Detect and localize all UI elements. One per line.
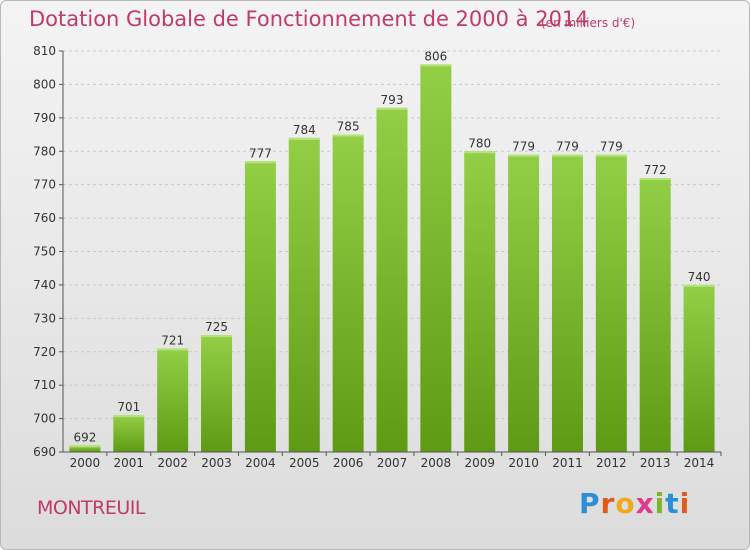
bar-2002 <box>157 348 189 452</box>
y-tick-label: 710 <box>33 378 56 392</box>
data-label-2005: 784 <box>293 123 316 137</box>
y-tick-label: 740 <box>33 278 56 292</box>
axes: 690 700 710 720 730 740 750 760 770 780 790 800 810 2… <box>33 44 722 470</box>
bar-2012 <box>595 154 627 452</box>
x-tick-label-2006: 2006 <box>333 456 364 470</box>
chart-title: Dotation Globale de Fonctionnement de 20… <box>29 7 589 31</box>
data-label-2009: 780 <box>468 136 491 150</box>
bar-highlight <box>420 64 452 67</box>
x-tick-label-2012: 2012 <box>596 456 627 470</box>
x-tick-label-2002: 2002 <box>157 456 188 470</box>
data-label-2008: 806 <box>424 49 447 63</box>
y-tick-label: 730 <box>33 311 56 325</box>
logo-letter: x <box>635 487 655 520</box>
y-tick-label: 760 <box>33 211 56 225</box>
x-tick-label-2005: 2005 <box>289 456 320 470</box>
bar-highlight <box>69 445 101 448</box>
data-label-2000: 692 <box>73 430 96 444</box>
y-tick-label: 780 <box>33 144 56 158</box>
x-tick-label-2014: 2014 <box>684 456 715 470</box>
logo-letter: P <box>579 487 601 520</box>
y-tick-label: 750 <box>33 245 56 259</box>
x-tick-label-2013: 2013 <box>640 456 671 470</box>
data-label-2012: 779 <box>600 140 623 154</box>
data-label-2007: 793 <box>381 93 404 107</box>
logo-letter: i <box>679 487 691 520</box>
y-tick-label: 790 <box>33 111 56 125</box>
x-tick-label-2010: 2010 <box>508 456 539 470</box>
bar-highlight <box>201 335 233 338</box>
bar-highlight <box>683 284 715 287</box>
bar-highlight <box>551 154 583 157</box>
data-labels: 692 701 721 725 777 784 785 793 806 780 779 779 779 7… <box>73 49 710 444</box>
data-label-2002: 721 <box>161 333 184 347</box>
bar-highlight <box>508 154 540 157</box>
x-tick-label-2000: 2000 <box>70 456 101 470</box>
data-label-2013: 772 <box>644 163 667 177</box>
x-tick-label-2004: 2004 <box>245 456 276 470</box>
bar-highlight <box>332 134 364 137</box>
logo-letter: i <box>654 487 666 520</box>
y-tick-label: 770 <box>33 178 56 192</box>
y-tick-label: 690 <box>33 445 56 459</box>
x-tick-label-2008: 2008 <box>421 456 452 470</box>
chart-subtitle: (en milliers d'€) <box>541 16 636 30</box>
data-label-2010: 779 <box>512 140 535 154</box>
bar-highlight <box>464 151 496 154</box>
bar-2011 <box>551 154 583 452</box>
bar-2009 <box>464 151 496 452</box>
bar-2014 <box>683 284 715 452</box>
x-tick-label-2009: 2009 <box>464 456 495 470</box>
bar-highlight <box>595 154 627 157</box>
bar-highlight <box>244 161 276 164</box>
logo-letter: t <box>665 487 680 520</box>
y-tick-label: 720 <box>33 345 56 359</box>
bar-2006 <box>332 134 364 452</box>
y-tick-label: 810 <box>33 44 56 58</box>
proxiti-logo: Proxiti <box>579 487 690 520</box>
city-name: MONTREUIL <box>37 497 145 519</box>
data-label-2004: 777 <box>249 146 272 160</box>
bar-2001 <box>113 415 145 452</box>
x-tick-label-2003: 2003 <box>201 456 232 470</box>
bar-2008 <box>420 64 452 452</box>
bar-highlight <box>376 107 408 110</box>
data-label-2003: 725 <box>205 320 228 334</box>
data-label-2001: 701 <box>117 400 140 414</box>
bar-2000 <box>69 445 101 452</box>
bar-highlight <box>288 137 320 140</box>
bars <box>69 64 715 452</box>
bar-2010 <box>508 154 540 452</box>
bar-2013 <box>639 177 671 452</box>
y-tick-label: 700 <box>33 412 56 426</box>
bar-2005 <box>288 137 320 452</box>
x-tick-label-2007: 2007 <box>377 456 408 470</box>
y-tick-label: 800 <box>33 77 56 91</box>
bar-highlight <box>639 177 671 180</box>
bar-2003 <box>201 335 233 452</box>
logo-letter: r <box>600 487 616 520</box>
x-tick-label-2011: 2011 <box>552 456 583 470</box>
x-tick-label-2001: 2001 <box>114 456 145 470</box>
bar-2004 <box>244 161 276 452</box>
data-label-2014: 740 <box>688 270 711 284</box>
bar-2007 <box>376 107 408 452</box>
bar-highlight <box>157 348 189 351</box>
bar-highlight <box>113 415 145 418</box>
data-label-2006: 785 <box>337 120 360 134</box>
data-label-2011: 779 <box>556 140 579 154</box>
logo-letter: o <box>615 487 636 520</box>
